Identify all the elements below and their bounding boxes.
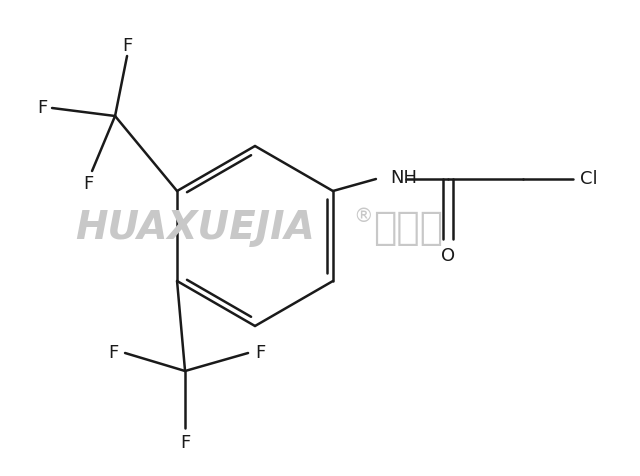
Text: F: F <box>83 175 93 193</box>
Text: F: F <box>108 344 118 362</box>
Text: ®: ® <box>353 207 372 226</box>
Text: NH: NH <box>390 169 417 187</box>
Text: 化学加: 化学加 <box>373 209 443 247</box>
Text: HUAXUEJIA: HUAXUEJIA <box>75 209 315 247</box>
Text: F: F <box>37 99 47 117</box>
Text: O: O <box>441 247 455 265</box>
Text: F: F <box>122 37 132 55</box>
Text: Cl: Cl <box>580 170 598 188</box>
Text: F: F <box>255 344 265 362</box>
Text: F: F <box>180 434 190 452</box>
